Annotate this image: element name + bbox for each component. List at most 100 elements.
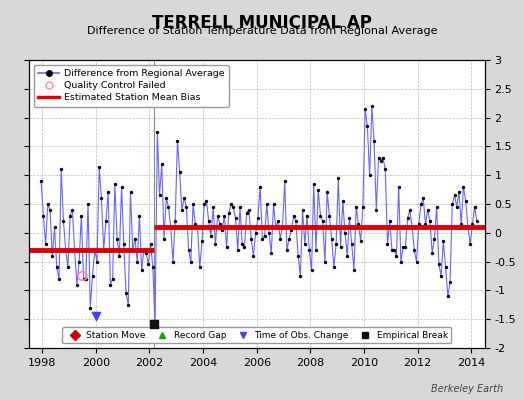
- Point: [144, 261, 152, 268]
- Point: [441, 264, 450, 270]
- Point: [256, 184, 264, 190]
- Point: [95, 163, 103, 170]
- Point: [406, 206, 414, 213]
- Point: [446, 278, 454, 285]
- Point: [280, 178, 289, 184]
- Point: [86, 304, 94, 311]
- Point: [381, 166, 389, 173]
- Point: [106, 282, 115, 288]
- Point: [195, 264, 204, 270]
- Point: [435, 261, 443, 268]
- Point: [171, 218, 179, 224]
- Point: [202, 198, 211, 204]
- Point: [124, 302, 133, 308]
- Point: [73, 282, 81, 288]
- Point: [298, 206, 307, 213]
- Point: [97, 195, 106, 202]
- Point: [182, 204, 191, 210]
- Point: [437, 273, 445, 279]
- Point: [428, 250, 436, 256]
- Point: [229, 204, 237, 210]
- Point: [459, 184, 467, 190]
- Point: [332, 241, 340, 248]
- Point: [399, 244, 407, 250]
- Point: [151, 322, 159, 328]
- Point: [312, 247, 320, 253]
- Point: [153, 129, 161, 135]
- Point: [439, 238, 447, 245]
- Point: [444, 293, 452, 299]
- Point: [50, 224, 59, 230]
- Point: [89, 273, 97, 279]
- Point: [423, 206, 432, 213]
- Point: [70, 247, 79, 253]
- Point: [149, 264, 157, 270]
- Point: [126, 189, 135, 196]
- Point: [374, 155, 383, 161]
- Point: [133, 258, 141, 265]
- Point: [473, 218, 481, 224]
- Point: [453, 204, 461, 210]
- Point: [410, 247, 419, 253]
- Point: [269, 201, 278, 207]
- Point: [386, 218, 394, 224]
- Point: [68, 206, 77, 213]
- Point: [457, 221, 465, 227]
- Point: [187, 258, 195, 265]
- Point: [352, 204, 361, 210]
- Point: [412, 258, 421, 265]
- Point: [234, 247, 242, 253]
- Point: [448, 201, 456, 207]
- Point: [359, 204, 367, 210]
- Point: [200, 201, 209, 207]
- Point: [191, 221, 200, 227]
- Point: [158, 160, 166, 167]
- Point: [316, 212, 325, 219]
- Point: [455, 189, 463, 196]
- Point: [417, 201, 425, 207]
- Point: [122, 290, 130, 296]
- Point: [131, 235, 139, 242]
- Point: [258, 235, 267, 242]
- Point: [211, 241, 220, 248]
- Point: [55, 276, 63, 282]
- Point: [372, 206, 380, 213]
- Point: [236, 204, 244, 210]
- Point: [305, 247, 313, 253]
- Point: [354, 221, 363, 227]
- Point: [137, 267, 146, 274]
- Point: [260, 232, 269, 239]
- Point: [115, 253, 124, 259]
- Point: [247, 235, 255, 242]
- Point: [301, 241, 309, 248]
- Point: [48, 253, 57, 259]
- Point: [113, 235, 121, 242]
- Point: [341, 230, 349, 236]
- Point: [225, 210, 233, 216]
- Point: [222, 244, 231, 250]
- Point: [323, 189, 331, 196]
- Point: [285, 235, 293, 242]
- Point: [93, 258, 101, 265]
- Point: [414, 221, 423, 227]
- Point: [104, 189, 112, 196]
- Point: [59, 218, 68, 224]
- Point: [184, 247, 193, 253]
- Point: [408, 224, 416, 230]
- Point: [368, 103, 376, 109]
- Point: [296, 273, 304, 279]
- Point: [140, 247, 148, 253]
- Point: [249, 253, 258, 259]
- Point: [111, 181, 119, 187]
- Point: [39, 212, 48, 219]
- Point: [204, 218, 213, 224]
- Point: [274, 218, 282, 224]
- Point: [432, 204, 441, 210]
- Point: [52, 264, 61, 270]
- Point: [155, 192, 163, 198]
- Point: [146, 241, 155, 248]
- Point: [167, 224, 175, 230]
- Point: [395, 184, 403, 190]
- Point: [180, 195, 188, 202]
- Point: [334, 175, 343, 181]
